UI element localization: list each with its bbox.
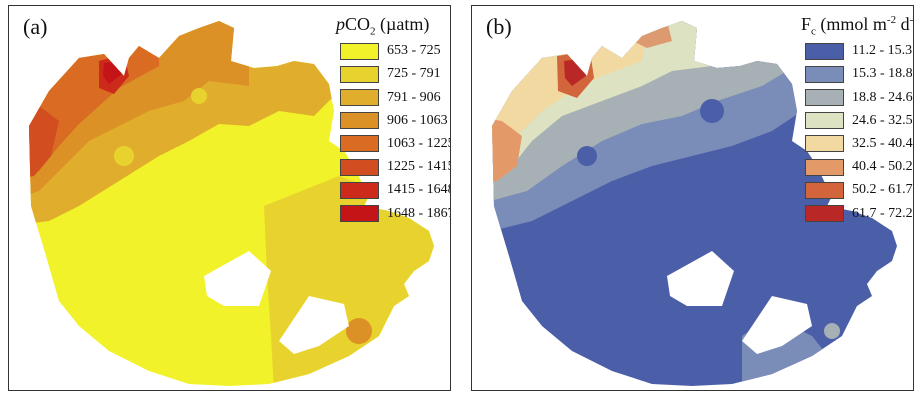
flux-legend-label: 15.3 - 18.8: [852, 66, 913, 82]
pco2-legend-label: 725 - 791: [387, 66, 441, 82]
pco2-zone-1225-1415: [29, 101, 59, 181]
flux-legend-swatch: [805, 89, 844, 107]
pco2-legend-swatch: [340, 205, 379, 222]
pco2-legend-swatch: [340, 181, 379, 199]
pco2-legend-item: 653 - 725: [340, 40, 450, 63]
pco2-legend-item: 725 - 791: [340, 63, 450, 86]
flux-legend-label: 50.2 - 61.7: [852, 182, 913, 198]
pco2-legend-label: 653 - 725: [387, 43, 441, 59]
flux-legend-swatch: [805, 42, 844, 60]
pco2-legend-swatch: [340, 42, 379, 60]
flux-legend-label: 40.4 - 50.2: [852, 159, 913, 175]
flux-legend-swatch: [805, 205, 844, 222]
panel-b-co2-flux-map: (b) Fc (mmol m-2 d-1 11.2 - 15.3 15.3 - 1…: [471, 5, 914, 391]
flux-legend-swatch: [805, 181, 844, 199]
flux-legend-swatch: [805, 135, 844, 153]
flux-island: [667, 251, 734, 306]
flux-legend-label: 61.7 - 72.2: [852, 205, 913, 221]
flux-legend-item: 61.7 - 72.2: [805, 202, 913, 225]
flux-legend-item: 50.2 - 61.7: [805, 179, 913, 202]
pco2-legend-item: 1648 - 1867: [340, 202, 451, 225]
pco2-legend-item: 1063 - 1225: [340, 132, 451, 155]
pco2-legend-swatch: [340, 89, 379, 107]
pco2-legend-label: 1648 - 1867: [387, 205, 451, 221]
pco2-island: [204, 251, 271, 306]
flux-legend-item: 11.2 - 15.3: [805, 40, 913, 63]
flux-legend-item: 24.6 - 32.5: [805, 109, 913, 132]
panel-a-pco2-map: (a) pCO2 (µatm) 653 - 725 725 - 791 791 - …: [8, 5, 451, 391]
flux-legend-label: 11.2 - 15.3: [852, 43, 913, 59]
pco2-legend-item: 1225 - 1415: [340, 156, 451, 179]
panel-a-label: (a): [23, 14, 48, 39]
pco2-legend-label: 1415 - 1648: [387, 182, 451, 198]
pco2-legend-label: 1063 - 1225: [387, 135, 451, 151]
flux-legend-label: 18.8 - 24.6: [852, 89, 913, 105]
panel-b-label: (b): [486, 14, 512, 39]
flux-zone-40.4-50.2: [492, 116, 522, 184]
flux-legend-label: 24.6 - 32.5: [852, 112, 913, 128]
flux-spot: [824, 323, 840, 339]
pco2-spot: [191, 88, 207, 104]
flux-legend-title: Fc (mmol m-2 d-1: [801, 14, 914, 38]
flux-legend-item: 15.3 - 18.8: [805, 63, 913, 86]
pco2-legend-label: 906 - 1063: [387, 112, 448, 128]
flux-legend-label: 32.5 - 40.4: [852, 135, 913, 151]
pco2-legend-swatch: [340, 112, 379, 130]
pco2-spot: [114, 146, 134, 166]
pco2-legend: pCO2 (µatm) 653 - 725 725 - 791 791 - 906 9…: [336, 14, 451, 225]
pco2-legend-title: pCO2 (µatm): [336, 14, 430, 38]
pco2-legend-label: 1225 - 1415: [387, 159, 451, 175]
flux-island: [742, 296, 812, 354]
flux-legend-item: 40.4 - 50.2: [805, 156, 913, 179]
pco2-legend-item: 791 - 906: [340, 86, 450, 109]
pco2-legend-label: 791 - 906: [387, 89, 441, 105]
flux-spot: [700, 99, 724, 123]
flux-legend: Fc (mmol m-2 d-1 11.2 - 15.3 15.3 - 18.8 1…: [801, 14, 914, 225]
flux-spot: [577, 146, 597, 166]
flux-legend-item: 18.8 - 24.6: [805, 86, 913, 109]
pco2-legend-item: 1415 - 1648: [340, 179, 451, 202]
pco2-legend-swatch: [340, 158, 379, 176]
flux-legend-swatch: [805, 65, 844, 83]
pco2-legend-swatch: [340, 65, 379, 83]
flux-legend-swatch: [805, 158, 844, 176]
pco2-legend-item: 906 - 1063: [340, 109, 450, 132]
flux-legend-item: 32.5 - 40.4: [805, 132, 913, 155]
pco2-legend-swatch: [340, 135, 379, 153]
flux-legend-swatch: [805, 112, 844, 130]
flux-map-graphic: [492, 21, 897, 386]
pco2-spot: [346, 318, 372, 344]
pco2-island: [279, 296, 349, 354]
